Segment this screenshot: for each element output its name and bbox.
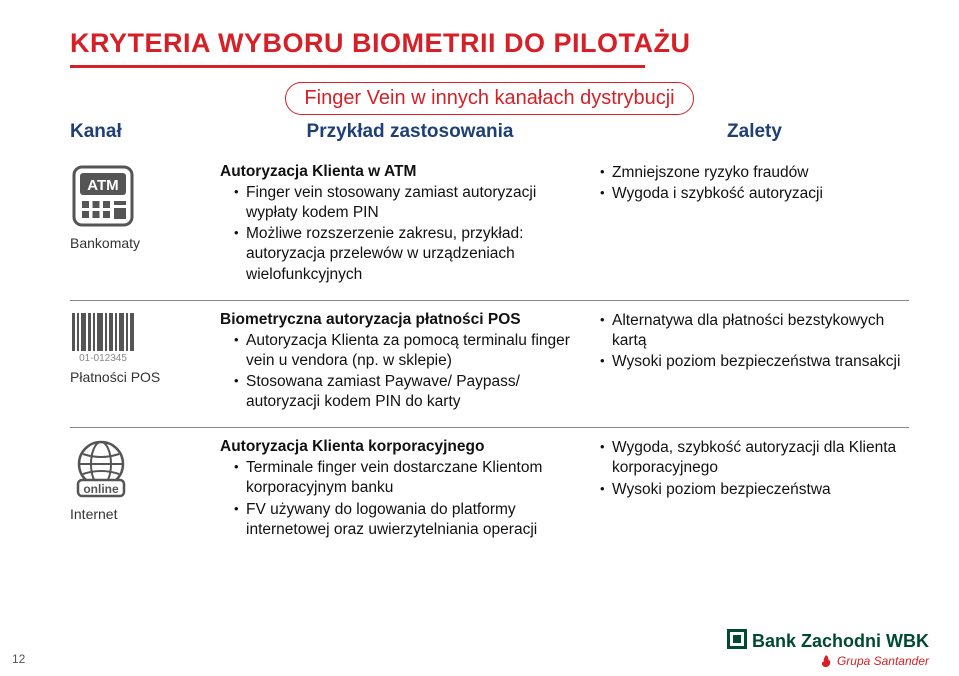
pos-ben-2: Wysoki poziom bezpieczeństwa transakcji bbox=[600, 352, 909, 372]
internet-ben-1: Wygoda, szybkość autoryzacji dla Klienta… bbox=[600, 438, 909, 478]
subtitle-pill: Finger Vein w innych kanałach dystrybucj… bbox=[285, 82, 693, 115]
slide-title: KRYTERIA WYBORU BIOMETRII DO PILOTAŻU bbox=[70, 28, 909, 59]
atm-label: Bankomaty bbox=[70, 235, 140, 251]
pos-example-title: Biometryczna autoryzacja płatności POS bbox=[220, 311, 582, 329]
pos-sub-1: Autoryzacja Klienta za pomocą terminalu … bbox=[234, 331, 582, 371]
internet-benefits: Wygoda, szybkość autoryzacji dla Klienta… bbox=[600, 438, 909, 541]
svg-text:online: online bbox=[83, 482, 119, 496]
internet-sub-1: Terminale finger vein dostarczane Klient… bbox=[234, 458, 582, 498]
logo-group-text: Grupa Santander bbox=[837, 654, 929, 668]
barcode-icon: 01-012345 bbox=[70, 311, 136, 363]
logo-group: Grupa Santander bbox=[726, 654, 929, 668]
pos-example: Biometryczna autoryzacja płatności POS A… bbox=[220, 311, 600, 414]
header-example: Przykład zastosowania bbox=[220, 121, 600, 143]
page-number: 12 bbox=[12, 652, 25, 666]
internet-label: Internet bbox=[70, 506, 117, 522]
logo-bank-text: Bank Zachodni WBK bbox=[752, 631, 929, 651]
internet-example: Autoryzacja Klienta korporacyjnego Termi… bbox=[220, 438, 600, 541]
pos-icon-box: 01-012345 Płatności POS bbox=[70, 311, 220, 414]
table-header-row: Kanał Przykład zastosowania Zalety bbox=[70, 121, 909, 143]
internet-example-title: Autoryzacja Klienta korporacyjnego bbox=[220, 438, 582, 456]
atm-ben-1: Zmniejszone ryzyko fraudów bbox=[600, 163, 909, 183]
atm-example: Autoryzacja Klienta w ATM Finger vein st… bbox=[220, 163, 600, 286]
header-benefit: Zalety bbox=[600, 121, 909, 143]
header-channel: Kanał bbox=[70, 121, 220, 143]
atm-icon-box: ATM Bankomaty bbox=[70, 163, 220, 286]
subtitle-wrap: Finger Vein w innych kanałach dystrybucj… bbox=[70, 82, 909, 115]
row-atm: ATM Bankomaty Autoryzacja Klienta w ATM … bbox=[70, 153, 909, 300]
svg-text:01-012345: 01-012345 bbox=[79, 353, 127, 363]
atm-ben-2: Wygoda i szybkość autoryzacji bbox=[600, 184, 909, 204]
atm-sub-1: Finger vein stosowany zamiast autoryzacj… bbox=[234, 183, 582, 223]
internet-sub-2: FV używany do logowania do platformy int… bbox=[234, 500, 582, 540]
internet-icon-box: online Internet bbox=[70, 438, 220, 541]
bank-logo: Bank Zachodni WBK Grupa Santander bbox=[726, 628, 929, 668]
title-underline bbox=[70, 65, 645, 68]
atm-icon: ATM bbox=[70, 163, 136, 229]
row-pos: 01-012345 Płatności POS Biometryczna aut… bbox=[70, 301, 909, 428]
globe-icon: online bbox=[70, 438, 132, 500]
atm-example-title: Autoryzacja Klienta w ATM bbox=[220, 163, 582, 181]
atm-benefits: Zmniejszone ryzyko fraudów Wygoda i szyb… bbox=[600, 163, 909, 286]
santander-flame-icon bbox=[819, 654, 833, 668]
pos-benefits: Alternatywa dla płatności bezstykowych k… bbox=[600, 311, 909, 414]
pos-sub-2: Stosowana zamiast Paywave/ Paypass/ auto… bbox=[234, 372, 582, 412]
atm-sub-2: Możliwe rozszerzenie zakresu, przykład: … bbox=[234, 224, 582, 284]
logo-bank-name: Bank Zachodni WBK bbox=[726, 628, 929, 652]
row-internet: online Internet Autoryzacja Klienta korp… bbox=[70, 428, 909, 555]
slide: KRYTERIA WYBORU BIOMETRII DO PILOTAŻU Fi… bbox=[0, 0, 959, 676]
bank-logo-icon bbox=[726, 628, 748, 650]
pos-label: Płatności POS bbox=[70, 369, 160, 385]
pos-ben-1: Alternatywa dla płatności bezstykowych k… bbox=[600, 311, 909, 351]
internet-ben-2: Wysoki poziom bezpieczeństwa bbox=[600, 480, 909, 500]
svg-text:ATM: ATM bbox=[87, 177, 118, 194]
